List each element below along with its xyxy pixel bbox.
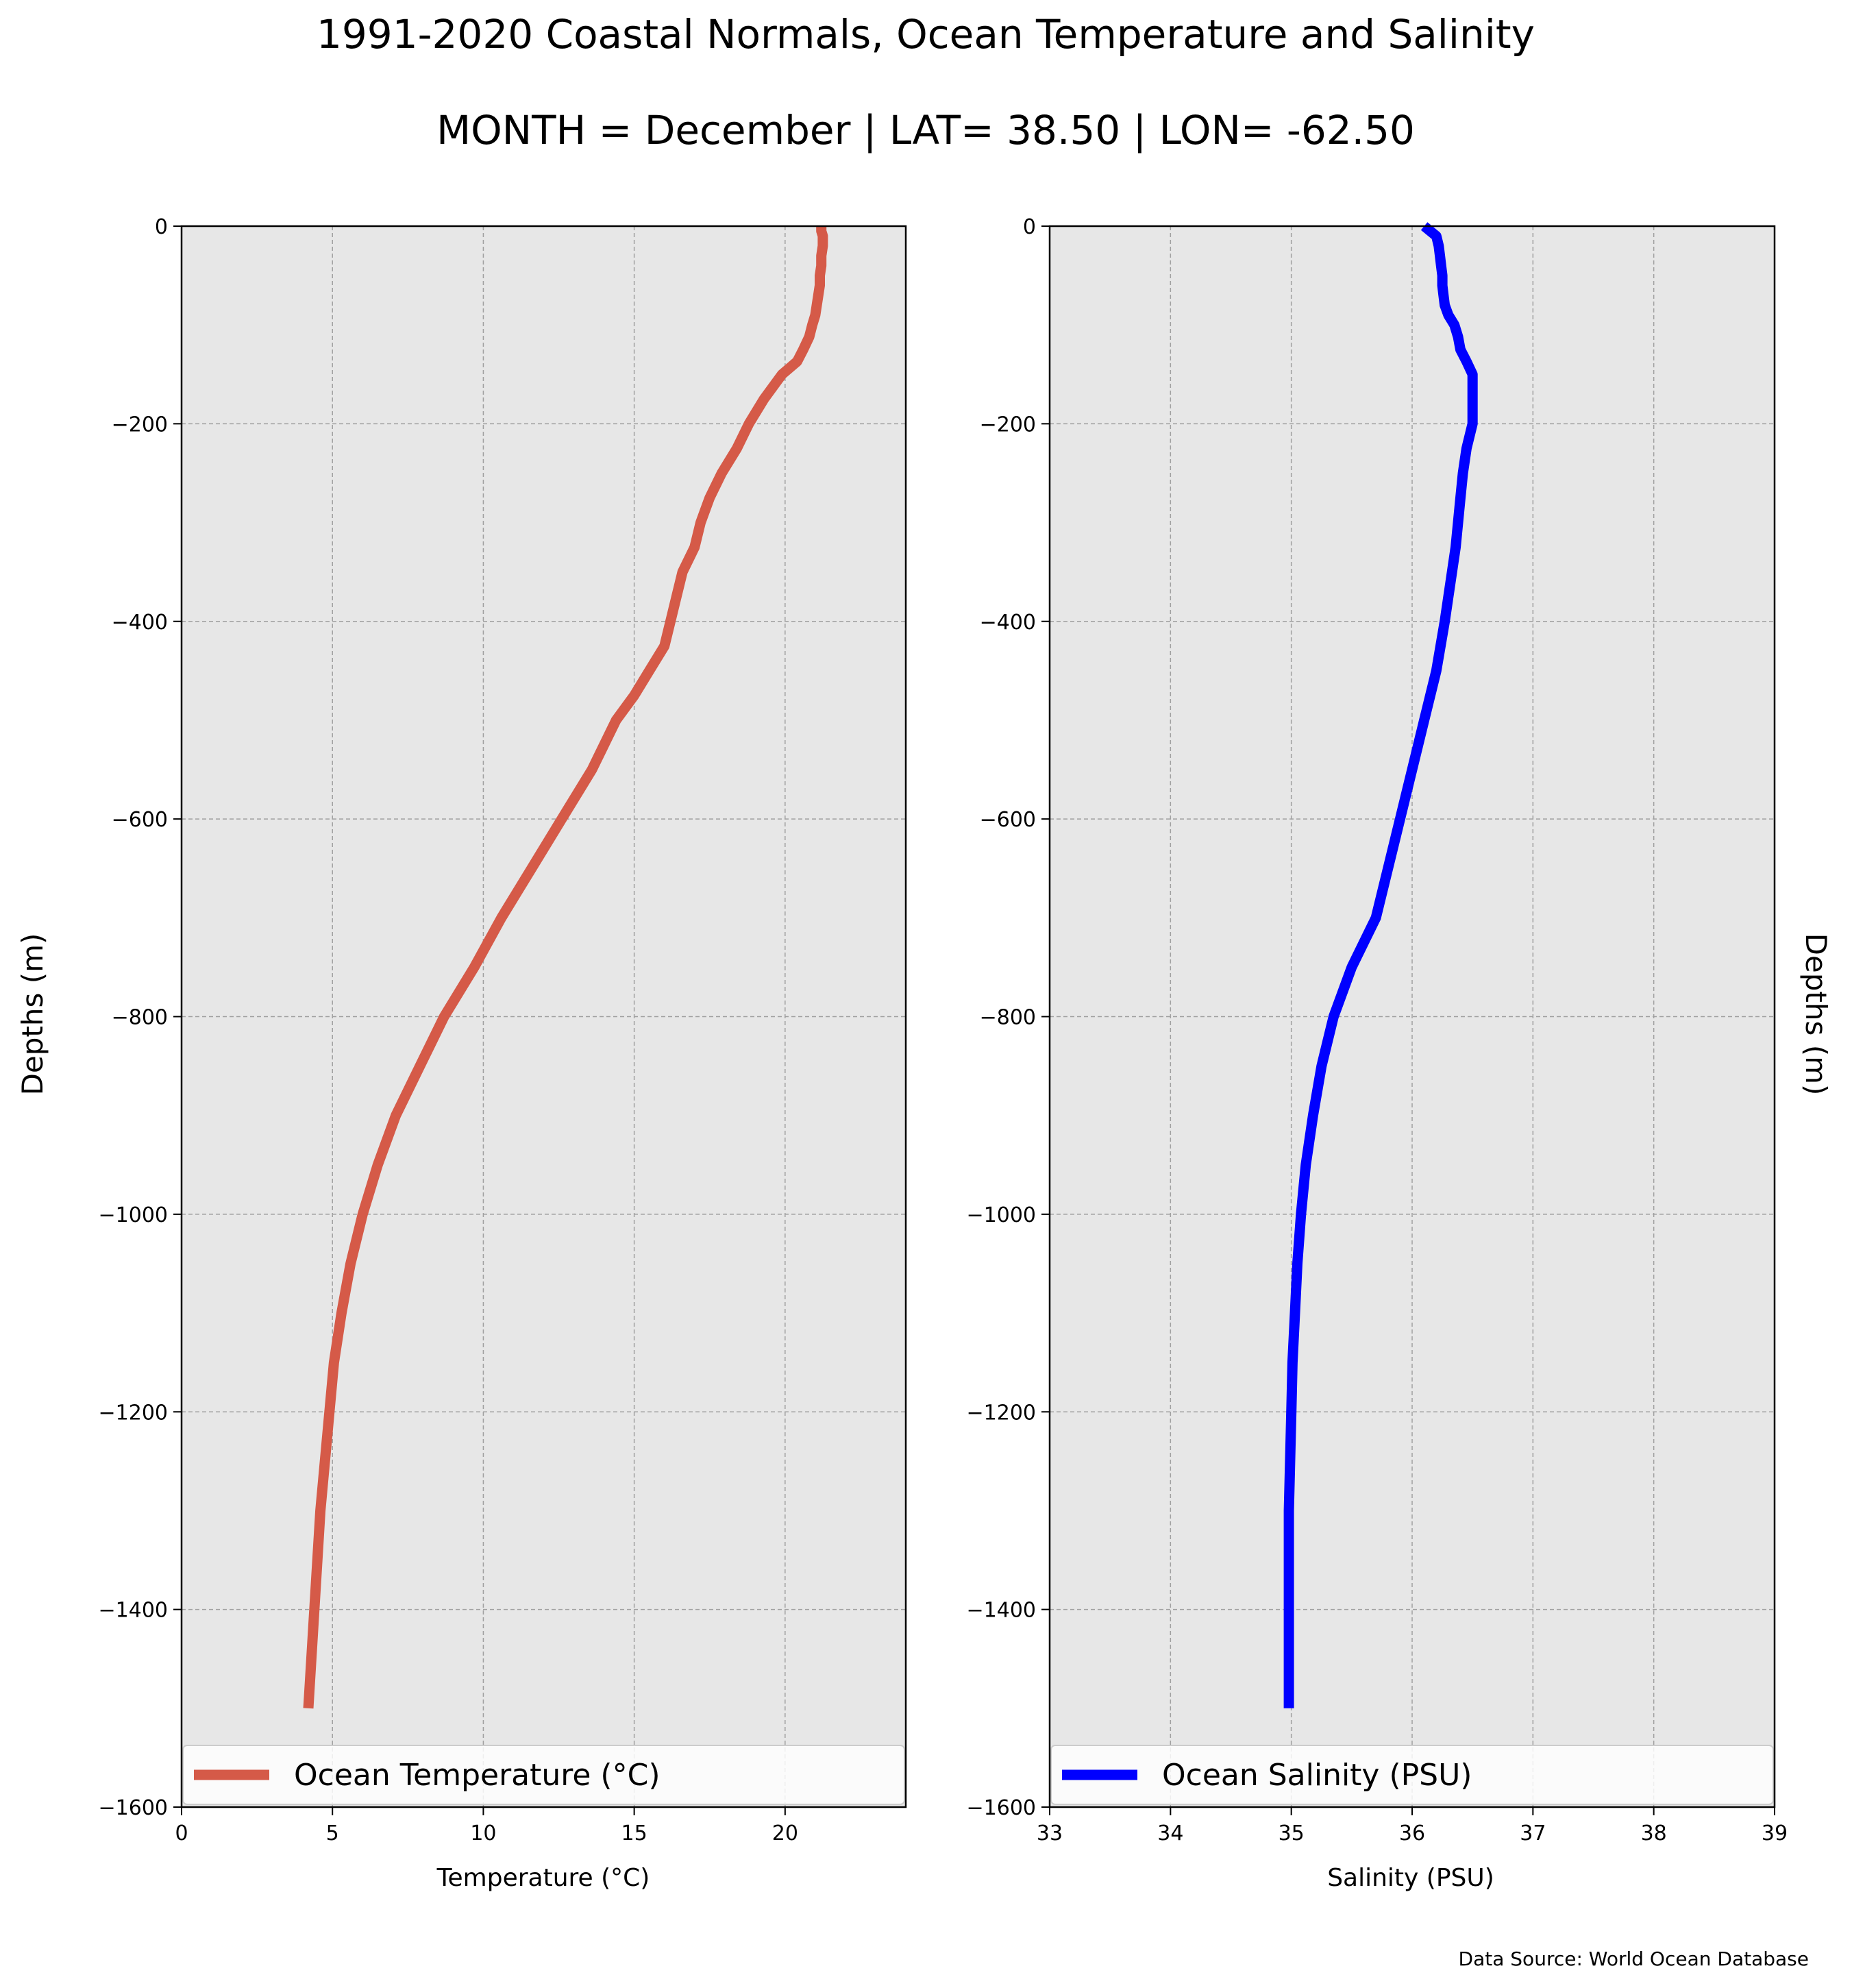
temperature-x-tick-label: 10 — [470, 1821, 496, 1845]
temperature-panel: Ocean Temperature (°C) 0 5 10 15 20 0 −200 −400 −… — [99, 215, 907, 1845]
salinity-x-tick-label: 39 — [1762, 1821, 1788, 1845]
salinity-y-tick-label: 0 — [1023, 215, 1036, 239]
salinity-y-tick-label: −1200 — [967, 1401, 1036, 1425]
salinity-x-tick-label: 34 — [1157, 1821, 1183, 1845]
salinity-y-tick-label: −1400 — [967, 1599, 1036, 1623]
temperature-y-tick-label: −1400 — [99, 1599, 168, 1623]
salinity-legend: Ocean Salinity (PSU) — [1050, 1745, 1774, 1805]
temperature-series-line — [303, 225, 828, 1709]
salinity-y-tick-label: −1600 — [967, 1796, 1036, 1820]
temperature-legend-box — [182, 1745, 905, 1805]
salinity-y-tick-label: −400 — [980, 611, 1036, 635]
figure-subtitle: MONTH = December | LAT= 38.50 | LON= -62… — [436, 107, 1415, 154]
temperature-legend-label: Ocean Temperature (°C) — [294, 1758, 660, 1793]
temperature-y-tick-label: −800 — [112, 1006, 168, 1030]
salinity-series-line — [1283, 222, 1478, 1708]
figure-title: 1991-2020 Coastal Normals, Ocean Tempera… — [317, 11, 1535, 58]
temperature-xlabel: Temperature (°C) — [436, 1864, 650, 1892]
temperature-ylabel: Depths (m) — [16, 933, 49, 1096]
temperature-legend: Ocean Temperature (°C) — [182, 1745, 905, 1805]
temperature-y-tick-label: 0 — [155, 215, 168, 239]
temperature-x-tick-label: 15 — [621, 1821, 647, 1845]
data-source-note: Data Source: World Ocean Database — [1459, 1948, 1809, 1970]
temperature-x-tick-label: 20 — [772, 1821, 798, 1845]
temperature-y-tick-label: −1200 — [99, 1401, 168, 1425]
temperature-plot-area — [182, 226, 906, 1807]
salinity-x-tick-label: 38 — [1641, 1821, 1667, 1845]
temperature-y-tick-label: −1000 — [99, 1203, 168, 1227]
salinity-y-tick-label: −800 — [980, 1006, 1036, 1030]
salinity-x-tick-label: 33 — [1037, 1821, 1063, 1845]
salinity-x-tick-label: 36 — [1399, 1821, 1425, 1845]
salinity-legend-label: Ocean Salinity (PSU) — [1162, 1758, 1472, 1793]
salinity-panel: Ocean Salinity (PSU) 33 34 35 36 37 38 39 0 −200 −… — [967, 215, 1788, 1845]
temperature-x-tick-label: 5 — [326, 1821, 339, 1845]
salinity-x-tick-label: 35 — [1279, 1821, 1305, 1845]
temperature-y-tick-label: −400 — [112, 611, 168, 635]
salinity-y-tick-label: −600 — [980, 808, 1036, 832]
temperature-y-tick-label: −1600 — [99, 1796, 168, 1820]
salinity-ylabel: Depths (m) — [1799, 933, 1833, 1096]
salinity-x-tick-label: 37 — [1520, 1821, 1546, 1845]
temperature-y-tick-label: −600 — [112, 808, 168, 832]
temperature-x-tick-label: 0 — [175, 1821, 188, 1845]
temperature-y-tick-label: −200 — [112, 413, 168, 437]
salinity-legend-box — [1050, 1745, 1774, 1805]
salinity-xlabel: Salinity (PSU) — [1327, 1864, 1494, 1892]
salinity-y-tick-label: −200 — [980, 413, 1036, 437]
salinity-y-tick-label: −1000 — [967, 1203, 1036, 1227]
